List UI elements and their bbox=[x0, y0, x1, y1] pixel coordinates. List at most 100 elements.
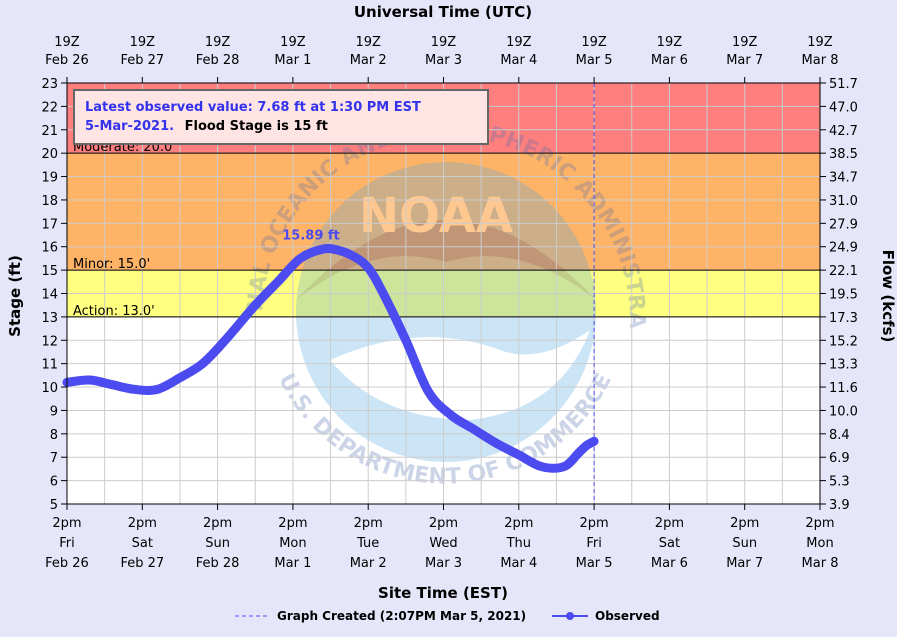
top-tick-date: Mar 7 bbox=[726, 53, 763, 68]
bottom-tick-date: Mar 4 bbox=[500, 556, 537, 571]
info-box: Latest observed value: 7.68 ft at 1:30 P… bbox=[73, 89, 489, 145]
y2-tick-label: 27.9 bbox=[829, 217, 858, 232]
top-tick-date: Mar 5 bbox=[576, 53, 613, 68]
info-box-flood-stage: Flood Stage is 15 ft bbox=[185, 119, 328, 134]
top-tick-label: 19Z bbox=[657, 35, 683, 50]
y2-tick-label: 51.7 bbox=[829, 77, 858, 92]
y2-tick-label: 42.7 bbox=[829, 124, 858, 139]
bottom-tick-day: Mon bbox=[279, 536, 306, 551]
bottom-tick-day: Tue bbox=[356, 536, 379, 551]
y-tick-label: 7 bbox=[50, 451, 58, 466]
bottom-tick-time: 2pm bbox=[655, 516, 684, 531]
bottom-tick-date: Mar 8 bbox=[802, 556, 839, 571]
y2-tick-label: 11.6 bbox=[829, 381, 858, 396]
bottom-tick-time: 2pm bbox=[805, 516, 834, 531]
y-tick-label: 12 bbox=[41, 334, 58, 349]
y2-tick-label: 15.2 bbox=[829, 334, 858, 349]
y-tick-label: 23 bbox=[41, 77, 58, 92]
y-tick-label: 14 bbox=[41, 288, 58, 303]
bottom-tick-day: Thu bbox=[506, 536, 531, 551]
y2-tick-label: 19.5 bbox=[829, 288, 858, 303]
y2-tick-label: 22.1 bbox=[829, 264, 858, 279]
bottom-axis-ticks: 2pm Fri Feb 26 2pm Sat Feb 27 2pm Sun Feb 28 2pm M… bbox=[45, 504, 838, 571]
y2-axis-label: Flow (kcfs) bbox=[879, 250, 897, 343]
bottom-tick-time: 2pm bbox=[730, 516, 759, 531]
threshold-label: Action: 13.0' bbox=[73, 304, 155, 319]
top-tick-label: 19Z bbox=[732, 35, 758, 50]
y-tick-label: 6 bbox=[50, 475, 58, 490]
bottom-tick-date: Mar 2 bbox=[350, 556, 387, 571]
y-tick-label: 22 bbox=[41, 100, 58, 115]
bottom-tick-date: Feb 27 bbox=[120, 556, 164, 571]
top-tick-date: Mar 4 bbox=[500, 53, 537, 68]
bottom-tick-time: 2pm bbox=[203, 516, 232, 531]
info-box-date: 5-Mar-2021. bbox=[85, 119, 174, 134]
y2-tick-label: 10.0 bbox=[829, 404, 858, 419]
y-tick-label: 13 bbox=[41, 311, 58, 326]
plot-area: NOAA NATIONAL OCEANIC AND ATMOSPHERIC AD… bbox=[0, 0, 821, 505]
legend-observed: Observed bbox=[595, 609, 660, 623]
y2-tick-label: 13.3 bbox=[829, 358, 858, 373]
top-tick-label: 19Z bbox=[355, 35, 381, 50]
top-tick-label: 19Z bbox=[280, 35, 306, 50]
top-tick-label: 19Z bbox=[54, 35, 80, 50]
left-axis-ticks: 5 6 7 8 9 10 11 12 13 14 15 16 17 18 19 20 21 22 23 bbox=[41, 77, 67, 513]
top-tick-date: Mar 2 bbox=[350, 53, 387, 68]
grid-lines bbox=[66, 82, 821, 505]
y-tick-label: 17 bbox=[41, 217, 58, 232]
watermark-logo: NOAA bbox=[359, 188, 513, 244]
chart-top-title: Universal Time (UTC) bbox=[354, 3, 532, 21]
threshold-label: Minor: 15.0' bbox=[73, 257, 150, 272]
bottom-tick-time: 2pm bbox=[580, 516, 609, 531]
bottom-tick-time: 2pm bbox=[504, 516, 533, 531]
y-tick-label: 8 bbox=[50, 428, 58, 443]
top-tick-date: Mar 8 bbox=[802, 53, 839, 68]
x-axis-label: Site Time (EST) bbox=[378, 584, 508, 602]
y-tick-label: 10 bbox=[41, 381, 58, 396]
bottom-tick-day: Wed bbox=[429, 536, 457, 551]
y2-tick-label: 34.7 bbox=[829, 171, 858, 186]
top-tick-date: Feb 26 bbox=[45, 53, 89, 68]
right-axis-ticks: 3.9 5.3 6.9 8.4 10.0 11.6 13.3 15.2 17.3 19.5 22.1… bbox=[820, 77, 858, 513]
y2-tick-label: 47.0 bbox=[829, 100, 858, 115]
bottom-tick-day: Fri bbox=[59, 536, 75, 551]
y2-tick-label: 24.9 bbox=[829, 241, 858, 256]
y-tick-label: 15 bbox=[41, 264, 58, 279]
top-tick-label: 19Z bbox=[205, 35, 231, 50]
top-tick-label: 19Z bbox=[506, 35, 532, 50]
bottom-tick-day: Fri bbox=[586, 536, 602, 551]
y2-tick-label: 17.3 bbox=[829, 311, 858, 326]
bottom-tick-date: Mar 7 bbox=[726, 556, 763, 571]
bottom-tick-day: Sun bbox=[205, 536, 230, 551]
top-tick-label: 19Z bbox=[431, 35, 457, 50]
y2-tick-label: 6.9 bbox=[829, 451, 850, 466]
legend-created: Graph Created (2:07PM Mar 5, 2021) bbox=[277, 609, 526, 623]
y-tick-label: 19 bbox=[41, 171, 58, 186]
y-tick-label: 18 bbox=[41, 194, 58, 209]
bottom-tick-day: Sun bbox=[732, 536, 757, 551]
bottom-tick-time: 2pm bbox=[429, 516, 458, 531]
top-tick-date: Mar 6 bbox=[651, 53, 688, 68]
y2-tick-label: 31.0 bbox=[829, 194, 858, 209]
bottom-tick-time: 2pm bbox=[52, 516, 81, 531]
legend: Graph Created (2:07PM Mar 5, 2021) Obser… bbox=[235, 609, 660, 623]
bottom-tick-date: Mar 6 bbox=[651, 556, 688, 571]
info-box-line1: Latest observed value: 7.68 ft at 1:30 P… bbox=[85, 100, 421, 115]
y2-tick-label: 38.5 bbox=[829, 147, 858, 162]
bottom-tick-date: Feb 26 bbox=[45, 556, 89, 571]
bottom-tick-time: 2pm bbox=[128, 516, 157, 531]
bottom-tick-date: Mar 3 bbox=[425, 556, 462, 571]
top-tick-date: Mar 1 bbox=[274, 53, 311, 68]
bottom-tick-day: Sat bbox=[132, 536, 153, 551]
top-tick-label: 19Z bbox=[581, 35, 607, 50]
top-tick-date: Feb 28 bbox=[196, 53, 240, 68]
peak-label: 15.89 ft bbox=[282, 228, 340, 243]
y-tick-label: 16 bbox=[41, 241, 58, 256]
y2-tick-label: 3.9 bbox=[829, 498, 850, 513]
top-tick-date: Feb 27 bbox=[120, 53, 164, 68]
y-tick-label: 20 bbox=[41, 147, 58, 162]
bottom-tick-date: Feb 28 bbox=[196, 556, 240, 571]
y-tick-label: 21 bbox=[41, 124, 58, 139]
top-tick-label: 19Z bbox=[130, 35, 156, 50]
